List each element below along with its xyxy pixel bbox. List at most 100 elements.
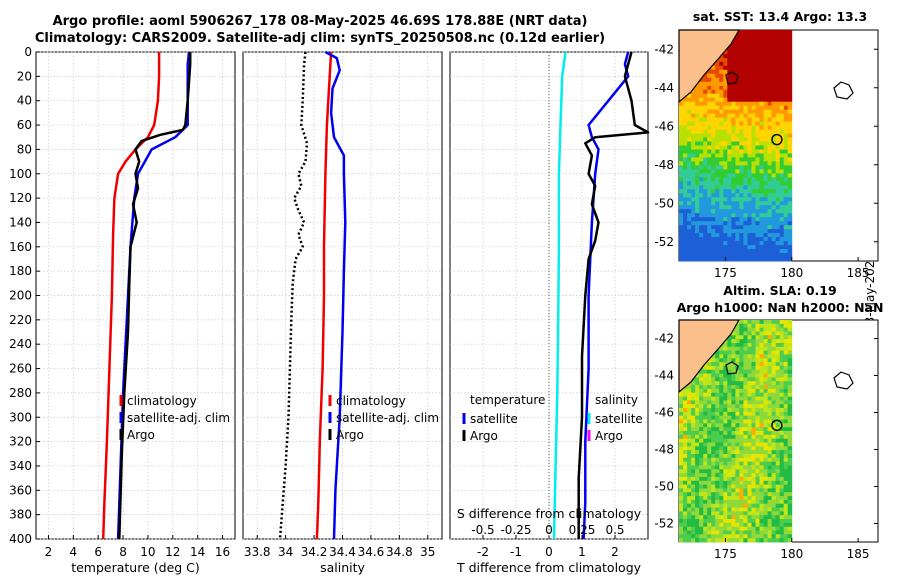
map-cell — [787, 45, 793, 51]
map-cell — [783, 442, 789, 447]
map-cell — [715, 121, 720, 127]
map-cell — [703, 201, 708, 206]
map-cell — [719, 526, 724, 531]
map-cell — [787, 503, 793, 508]
map-cell — [767, 257, 773, 262]
map-cell — [687, 209, 692, 214]
map-cell — [755, 538, 760, 543]
map-cell — [755, 381, 760, 386]
map-cell — [731, 335, 736, 340]
map-cell — [727, 133, 732, 139]
map-cell — [719, 365, 724, 371]
map-cell — [691, 404, 696, 409]
map-cell — [763, 165, 769, 170]
map-cell — [779, 327, 785, 332]
map-cell — [719, 181, 724, 186]
map-cell — [779, 499, 785, 505]
map-cell — [743, 213, 748, 218]
map-cell — [775, 237, 781, 242]
map-cell — [771, 81, 777, 87]
map-cell — [711, 229, 716, 234]
map-cell — [715, 189, 720, 194]
legend-title-salinity: salinity — [595, 393, 638, 407]
map-cell — [779, 189, 785, 194]
map-cell — [747, 365, 752, 371]
map-cell — [767, 185, 773, 190]
map-cell — [743, 358, 748, 363]
map-cell — [739, 323, 744, 329]
map-cell — [727, 77, 732, 83]
map-cell — [739, 343, 744, 348]
map-cell — [787, 101, 793, 107]
map-cell — [755, 327, 760, 332]
map-cell — [763, 205, 769, 210]
map-cell — [779, 73, 785, 79]
map-cell — [703, 213, 708, 218]
map-cell — [723, 473, 728, 478]
map-cell — [731, 411, 736, 417]
map-cell — [711, 97, 716, 103]
map-cell — [779, 457, 785, 463]
map-cell — [683, 121, 688, 127]
map-cell — [751, 201, 756, 206]
map-cell — [775, 343, 781, 348]
map-cell — [683, 137, 688, 142]
map-cell — [771, 457, 777, 463]
map-cell — [771, 442, 777, 447]
map-cell — [767, 169, 773, 174]
map-cell — [779, 350, 785, 355]
map-cell — [763, 488, 769, 493]
map-cell — [747, 331, 752, 336]
map-cell — [679, 515, 684, 520]
map-cell — [747, 423, 752, 428]
map-cell — [679, 461, 684, 466]
map-cell — [783, 362, 789, 367]
map-cell — [763, 358, 769, 363]
map-cell — [687, 185, 692, 190]
map-cell — [763, 213, 769, 218]
map-cell — [751, 221, 756, 226]
x-tick-label: -2 — [477, 545, 489, 559]
map-cell — [731, 157, 736, 162]
map-cell — [715, 229, 720, 234]
map-cell — [731, 373, 736, 378]
map-cell — [695, 484, 700, 489]
map-cell — [719, 503, 724, 508]
map-cell — [699, 189, 704, 194]
map-cell — [743, 442, 748, 447]
map-cell — [695, 438, 700, 443]
map-cell — [759, 97, 764, 103]
map-cell — [715, 161, 720, 166]
map-cell — [743, 507, 748, 512]
map-cell — [767, 133, 773, 139]
map-cell — [743, 515, 748, 520]
map-cell — [735, 488, 740, 493]
map-cell — [775, 496, 781, 501]
map-cell — [767, 121, 773, 127]
map-cell — [711, 225, 716, 230]
map-cell — [771, 165, 777, 170]
map-cell — [755, 365, 760, 371]
map-cell — [707, 515, 712, 520]
map-cell — [703, 442, 708, 447]
map-cell — [687, 137, 692, 142]
map-cell — [735, 408, 740, 413]
map-cell — [759, 38, 764, 43]
map-cell — [739, 185, 744, 190]
map-cell — [695, 133, 700, 139]
map-cell — [783, 129, 789, 135]
map-cell — [747, 335, 752, 340]
map-cell — [763, 392, 769, 397]
map-cell — [683, 388, 688, 394]
map-cell — [739, 249, 744, 254]
map-cell — [763, 450, 769, 455]
map-cell — [743, 343, 748, 348]
map-cell — [787, 85, 793, 91]
map-cell — [763, 193, 769, 198]
map-cell — [691, 492, 696, 497]
map-cell — [739, 373, 744, 378]
map-cell — [731, 149, 736, 154]
map-cell — [775, 499, 781, 505]
map-cell — [759, 241, 764, 246]
map-cell — [743, 85, 748, 91]
